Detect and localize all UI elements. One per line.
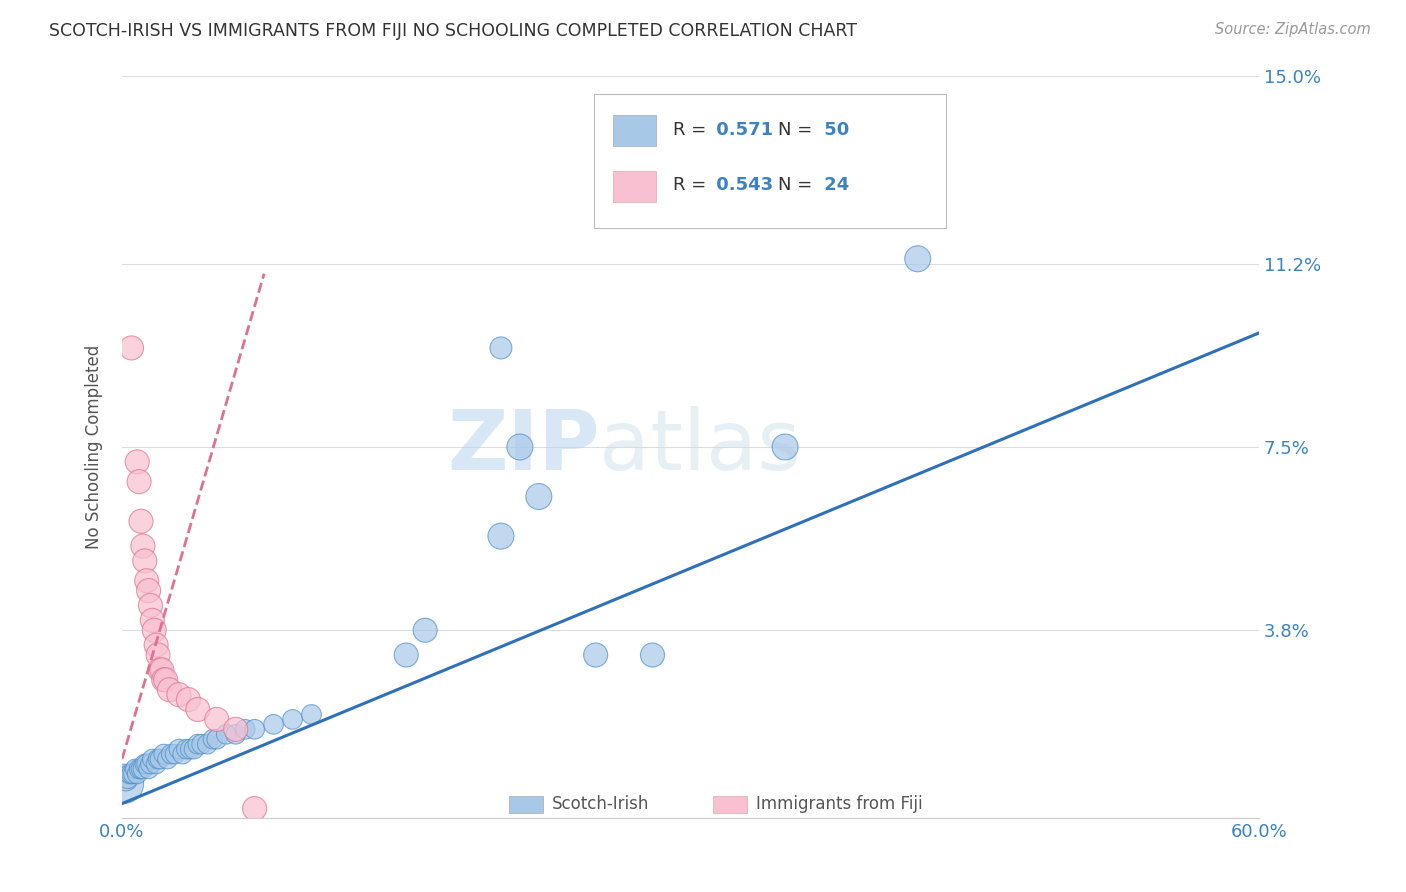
Text: Scotch-Irish: Scotch-Irish [551,796,650,814]
Point [489,341,512,355]
Point [129,514,152,528]
Point [155,673,177,687]
Point [139,756,162,771]
Point [121,767,143,781]
Point [150,663,173,677]
Text: N =: N = [778,177,818,194]
Point [127,455,149,469]
Point [134,554,156,568]
FancyBboxPatch shape [713,797,747,813]
Point [139,599,162,613]
Point [141,613,163,627]
Point [243,723,266,737]
Point [129,762,152,776]
Point [145,756,167,771]
Point [187,737,209,751]
Point [143,624,166,638]
Point [138,583,160,598]
Point [263,717,285,731]
Point [489,529,512,543]
Point [183,742,205,756]
Point [152,673,174,687]
Point [165,747,187,761]
Point [773,440,796,454]
Point [281,713,304,727]
Point [395,648,418,662]
FancyBboxPatch shape [509,797,543,813]
Point [301,707,323,722]
Point [190,737,212,751]
Point [167,742,190,756]
Point [225,723,247,737]
Point [243,801,266,815]
Text: 24: 24 [818,177,849,194]
Point [413,624,436,638]
Point [138,762,160,776]
Point [128,762,150,776]
Point [152,747,174,761]
Point [118,767,141,781]
Point [122,767,145,781]
Point [127,767,149,781]
Point [128,475,150,489]
Text: R =: R = [673,177,713,194]
Point [117,772,139,786]
Text: N =: N = [778,120,818,139]
Point [201,732,224,747]
Y-axis label: No Schooling Completed: No Schooling Completed [86,345,103,549]
Text: Source: ZipAtlas.com: Source: ZipAtlas.com [1215,22,1371,37]
FancyBboxPatch shape [593,94,946,227]
Point [179,742,201,756]
Point [585,648,607,662]
Point [149,663,172,677]
Text: ZIP: ZIP [447,407,599,488]
Point [124,762,146,776]
Point [157,682,180,697]
Point [132,762,155,776]
Text: atlas: atlas [599,407,801,488]
Point [225,727,247,741]
Point [141,752,163,766]
Point [527,490,550,504]
Point [167,688,190,702]
Text: Immigrants from Fiji: Immigrants from Fiji [756,796,922,814]
Point [215,727,238,741]
Point [156,752,179,766]
Text: 50: 50 [818,120,849,139]
Point [205,732,228,747]
Point [187,702,209,716]
Point [205,713,228,727]
Point [149,752,172,766]
Point [907,252,929,266]
Point [132,539,155,553]
Point [172,747,194,761]
Point [135,574,157,588]
Text: 0.571: 0.571 [710,120,773,139]
Text: 0.543: 0.543 [710,177,773,194]
Point [146,752,169,766]
Point [195,737,218,751]
Point [115,772,138,786]
Point [176,742,198,756]
FancyBboxPatch shape [613,115,657,146]
Point [233,723,256,737]
Point [160,747,183,761]
Text: R =: R = [673,120,713,139]
Point [134,756,156,771]
Point [509,440,531,454]
Point [112,777,135,791]
Point [146,648,169,662]
Point [145,638,167,652]
Point [641,648,664,662]
Point [135,756,157,771]
Point [121,341,143,355]
Point [177,692,200,706]
Text: SCOTCH-IRISH VS IMMIGRANTS FROM FIJI NO SCHOOLING COMPLETED CORRELATION CHART: SCOTCH-IRISH VS IMMIGRANTS FROM FIJI NO … [49,22,858,40]
FancyBboxPatch shape [613,170,657,202]
